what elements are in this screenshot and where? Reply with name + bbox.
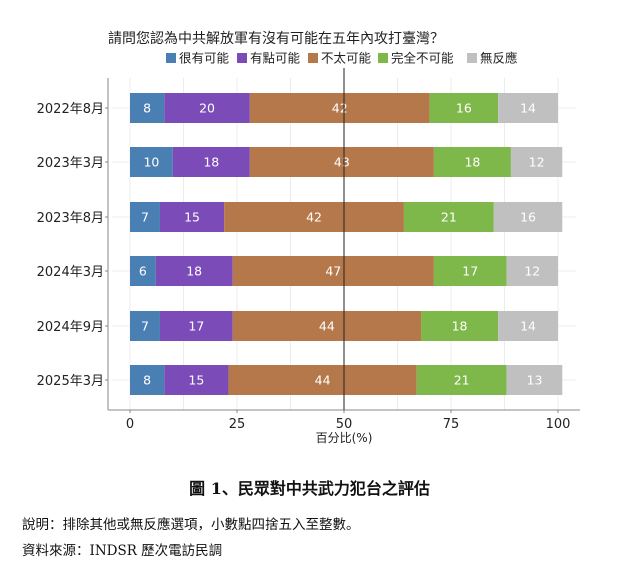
bar-segment xyxy=(249,147,434,177)
source-note: 資料來源：INDSR 歷次電訪民調 xyxy=(22,543,223,559)
legend-label: 無反應 xyxy=(480,51,518,66)
bar-segment xyxy=(249,93,430,123)
x-tick-label: 25 xyxy=(229,417,246,432)
bar-segment xyxy=(155,256,233,286)
bar-segment xyxy=(172,147,250,177)
bar-value-label: 44 xyxy=(315,373,331,388)
legend-label: 有點可能 xyxy=(250,51,301,66)
bar-value-label: 14 xyxy=(520,319,536,334)
bar-segment xyxy=(130,256,156,286)
bar-value-label: 17 xyxy=(188,319,204,334)
bar-segment xyxy=(130,311,160,341)
bar-value-label: 12 xyxy=(529,155,545,170)
plot-area: 8 20 42 16 14 2022年8月 10 18 43 18 12 2023年3月 7 15 42 21… xyxy=(37,68,580,432)
y-tick-label: 2022年8月 xyxy=(37,102,104,117)
bar-value-label: 21 xyxy=(441,210,457,225)
bar-value-label: 42 xyxy=(306,210,322,225)
bar-value-label: 15 xyxy=(184,210,200,225)
bar-segment xyxy=(224,202,404,232)
bar-segment xyxy=(506,256,558,286)
bar-segment xyxy=(429,93,499,123)
bar-segment xyxy=(416,365,507,395)
bar-value-label: 18 xyxy=(186,264,202,279)
bar-value-label: 8 xyxy=(143,373,151,388)
bar-value-label: 43 xyxy=(334,155,350,170)
legend-swatch xyxy=(308,53,318,63)
bar-segment xyxy=(159,202,225,232)
bar-value-label: 17 xyxy=(462,264,478,279)
bar-segment xyxy=(498,93,558,123)
figure-caption: 圖 1、民眾對中共武力犯台之評估 xyxy=(189,479,430,498)
legend-swatch xyxy=(166,53,176,63)
bar-segment xyxy=(130,202,160,232)
x-tick-label: 100 xyxy=(546,417,571,432)
y-tick-label: 2023年8月 xyxy=(37,211,104,226)
chart-title: 請問您認為中共解放軍有沒有可能在五年內攻打臺灣？ xyxy=(108,30,444,47)
bar-value-label: 18 xyxy=(464,155,480,170)
legend-label: 完全不可能 xyxy=(391,51,454,66)
bar-value-label: 8 xyxy=(143,101,151,116)
legend-swatch xyxy=(467,53,477,63)
x-axis-label: 百分比(%) xyxy=(316,431,373,445)
bar-value-label: 16 xyxy=(456,101,472,116)
explanation-note: 說明：排除其他或無反應選項，小數點四捨五入至整數。 xyxy=(22,517,360,533)
bar-segment xyxy=(159,311,233,341)
bar-segment xyxy=(130,147,173,177)
bar-segment xyxy=(228,365,417,395)
legend-swatch xyxy=(237,53,247,63)
bar-segment xyxy=(164,365,229,395)
y-tick-label: 2024年9月 xyxy=(37,320,104,335)
bar-value-label: 13 xyxy=(527,373,543,388)
x-tick-label: 50 xyxy=(336,417,353,432)
bar-segment xyxy=(510,147,563,177)
bar-value-label: 14 xyxy=(520,101,536,116)
bar-value-label: 44 xyxy=(319,319,335,334)
bar-value-label: 7 xyxy=(141,210,149,225)
bar-segment xyxy=(130,365,165,395)
x-tick-label: 75 xyxy=(443,417,460,432)
bar-value-label: 18 xyxy=(452,319,468,334)
x-tick-label: 0 xyxy=(126,417,134,432)
legend: 很有可能 有點可能 不太可能 完全不可能 無反應 xyxy=(166,51,518,66)
bar-segment xyxy=(421,311,499,341)
y-tick-label: 2025年3月 xyxy=(37,374,104,389)
bar-segment xyxy=(164,93,250,123)
y-tick-label: 2023年3月 xyxy=(37,156,104,171)
bar-value-label: 18 xyxy=(203,155,219,170)
bar-segment xyxy=(232,311,422,341)
bar-segment xyxy=(403,202,494,232)
bar-segment xyxy=(433,147,511,177)
y-tick-label: 2024年3月 xyxy=(37,265,104,280)
bar-segment xyxy=(506,365,563,395)
bar-segment xyxy=(493,202,563,232)
bar-segment xyxy=(130,93,165,123)
legend-label: 不太可能 xyxy=(321,51,372,66)
bar-segment xyxy=(498,311,558,341)
bar-value-label: 42 xyxy=(332,101,348,116)
bar-value-label: 16 xyxy=(520,210,536,225)
legend-swatch xyxy=(378,53,388,63)
bar-value-label: 6 xyxy=(139,264,147,279)
bar-segment xyxy=(433,256,507,286)
bar-value-label: 7 xyxy=(141,319,149,334)
stacked-bar-chart: 請問您認為中共解放軍有沒有可能在五年內攻打臺灣？ 很有可能 有點可能 不太可能 完全不… xyxy=(37,30,580,445)
bar-value-label: 15 xyxy=(188,373,204,388)
bar-value-label: 20 xyxy=(199,101,215,116)
bar-value-label: 21 xyxy=(454,373,470,388)
legend-label: 很有可能 xyxy=(179,51,230,66)
bar-segment xyxy=(232,256,434,286)
bar-value-label: 47 xyxy=(325,264,341,279)
bar-value-label: 10 xyxy=(143,155,159,170)
bar-value-label: 12 xyxy=(524,264,540,279)
